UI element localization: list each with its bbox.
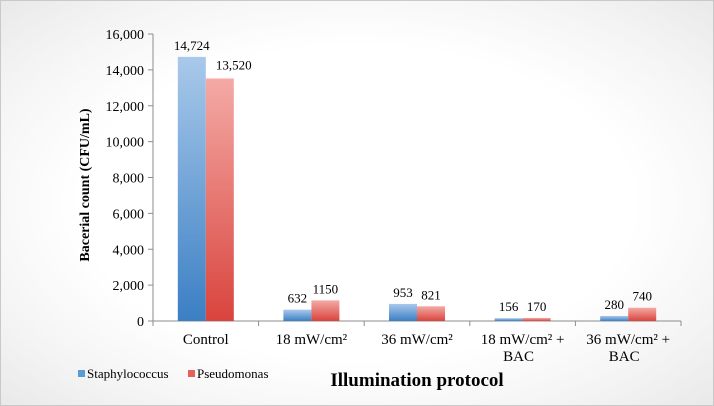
x-tick-label: 18 mW/cm² bbox=[276, 332, 348, 348]
bar-pseudomonas-3 bbox=[522, 317, 551, 321]
y-tick-label: 4,000 bbox=[113, 243, 145, 258]
x-tick-label-line2: BAC bbox=[503, 349, 534, 365]
data-labels: 14,724 632 953 156 280 13,520 1150 821 170 740 bbox=[174, 38, 652, 314]
x-tick-label: Control bbox=[183, 332, 229, 348]
legend-label-pseudomonas: Pseudomonas bbox=[197, 366, 269, 381]
legend-label-staphylococcus: Staphylococcus bbox=[87, 366, 169, 381]
bar-staphylococcus-4 bbox=[600, 315, 629, 321]
data-label-staphylococcus-3: 156 bbox=[499, 299, 519, 314]
y-tick-label: 12,000 bbox=[106, 100, 145, 115]
x-tick-label: 18 mW/cm² + bbox=[481, 332, 565, 348]
legend: Staphylococcus Pseudomonas bbox=[78, 366, 269, 381]
data-label-pseudomonas-4: 740 bbox=[632, 289, 652, 304]
bar-staphylococcus-1 bbox=[283, 309, 312, 321]
axes: 0 2,000 4,000 6,000 8,000 10,000 12,000 14,000 1… bbox=[106, 28, 682, 365]
bar-staphylococcus-0 bbox=[177, 56, 206, 322]
legend-swatch-staphylococcus bbox=[78, 370, 85, 377]
data-label-pseudomonas-1: 1150 bbox=[313, 281, 339, 296]
y-tick-label: 10,000 bbox=[106, 136, 145, 151]
x-tick-label: 36 mW/cm² + bbox=[586, 332, 670, 348]
bar-pseudomonas-2 bbox=[417, 306, 445, 321]
bar-pseudomonas-1 bbox=[311, 300, 340, 321]
bar-staphylococcus-3 bbox=[494, 318, 523, 321]
y-tick-label: 14,000 bbox=[106, 64, 145, 79]
y-tick-label: 0 bbox=[137, 315, 144, 330]
x-tick-label: 36 mW/cm² bbox=[381, 332, 453, 348]
y-tick-label: 16,000 bbox=[106, 28, 145, 43]
y-tick-label: 2,000 bbox=[113, 279, 145, 294]
x-tick-label-line2: BAC bbox=[609, 349, 640, 365]
data-label-staphylococcus-1: 632 bbox=[288, 291, 308, 306]
data-label-staphylococcus-2: 953 bbox=[393, 285, 413, 300]
x-axis-label: Illumination protocol bbox=[330, 370, 503, 391]
data-label-pseudomonas-2: 821 bbox=[421, 287, 441, 302]
y-tick-label: 6,000 bbox=[113, 207, 145, 222]
bar-pseudomonas-0 bbox=[205, 78, 234, 321]
y-tick-label: 8,000 bbox=[113, 172, 145, 187]
y-axis-label: Bacerial count (CFU/mL) bbox=[78, 108, 93, 262]
bars bbox=[177, 56, 657, 322]
bar-staphylococcus-2 bbox=[389, 303, 417, 321]
data-label-pseudomonas-0: 13,520 bbox=[216, 57, 252, 72]
legend-swatch-pseudomonas bbox=[188, 370, 195, 377]
data-label-pseudomonas-3: 170 bbox=[527, 299, 547, 314]
data-label-staphylococcus-4: 280 bbox=[604, 297, 624, 312]
bar-pseudomonas-4 bbox=[628, 307, 657, 321]
data-label-staphylococcus-0: 14,724 bbox=[174, 38, 210, 53]
